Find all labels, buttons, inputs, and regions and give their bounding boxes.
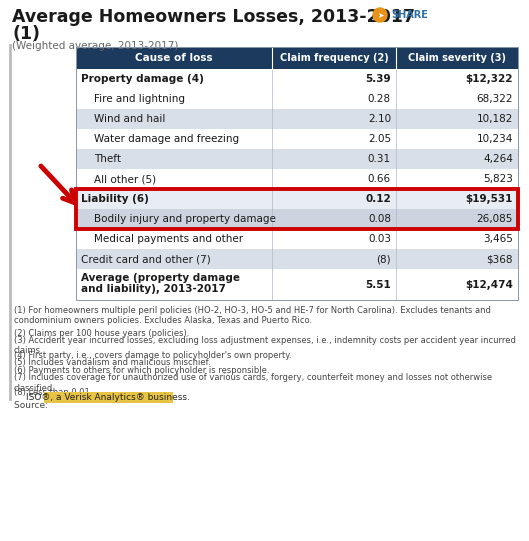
FancyBboxPatch shape	[76, 269, 518, 300]
Text: 2.05: 2.05	[368, 134, 391, 144]
Text: SHARE: SHARE	[391, 10, 428, 20]
Text: Credit card and other (7): Credit card and other (7)	[81, 254, 211, 264]
Text: Average Homeowners Losses, 2013-2017: Average Homeowners Losses, 2013-2017	[12, 8, 415, 26]
Text: 10,234: 10,234	[477, 134, 513, 144]
Text: 4,264: 4,264	[483, 154, 513, 164]
Text: 3,465: 3,465	[483, 234, 513, 244]
Text: Medical payments and other: Medical payments and other	[94, 234, 243, 244]
FancyBboxPatch shape	[76, 249, 518, 269]
Text: (2) Claims per 100 house years (policies).: (2) Claims per 100 house years (policies…	[14, 328, 189, 338]
FancyBboxPatch shape	[76, 229, 518, 249]
FancyBboxPatch shape	[76, 149, 518, 169]
Text: (8) Less than 0.01.: (8) Less than 0.01.	[14, 388, 93, 398]
Text: 0.08: 0.08	[368, 214, 391, 224]
Text: Cause of loss: Cause of loss	[135, 53, 213, 63]
Text: 0.28: 0.28	[368, 94, 391, 104]
Text: Claim frequency (2): Claim frequency (2)	[280, 53, 388, 63]
Text: (7) Includes coverage for unauthorized use of various cards, forgery, counterfei: (7) Includes coverage for unauthorized u…	[14, 373, 492, 393]
Text: Fire and lightning: Fire and lightning	[94, 94, 185, 104]
FancyBboxPatch shape	[76, 169, 518, 189]
Text: (1) For homeowners multiple peril policies (HO-2, HO-3, HO-5 and HE-7 for North : (1) For homeowners multiple peril polici…	[14, 306, 491, 325]
Text: Theft: Theft	[94, 154, 121, 164]
Text: All other (5): All other (5)	[94, 174, 156, 184]
Text: ISO®, a Verisk Analytics® business.: ISO®, a Verisk Analytics® business.	[26, 393, 190, 402]
Text: (1): (1)	[12, 25, 40, 43]
Text: Average (property damage: Average (property damage	[81, 273, 240, 283]
Text: 5.39: 5.39	[366, 74, 391, 84]
Text: Source:: Source:	[14, 401, 51, 410]
Text: 5.51: 5.51	[365, 280, 391, 289]
Text: (6) Payments to others for which policyholder is responsible.: (6) Payments to others for which policyh…	[14, 366, 269, 375]
Text: (3) Accident year incurred losses, excluding loss adjustment expenses, i.e., ind: (3) Accident year incurred losses, exclu…	[14, 336, 516, 355]
Text: and liability), 2013-2017: and liability), 2013-2017	[81, 284, 226, 294]
Text: $12,474: $12,474	[465, 280, 513, 289]
FancyBboxPatch shape	[76, 209, 518, 229]
Text: 68,322: 68,322	[477, 94, 513, 104]
Text: Property damage (4): Property damage (4)	[81, 74, 204, 84]
Text: 0.03: 0.03	[368, 234, 391, 244]
Text: 26,085: 26,085	[477, 214, 513, 224]
Text: 10,182: 10,182	[477, 114, 513, 124]
Text: ➤: ➤	[377, 10, 383, 19]
Text: Water damage and freezing: Water damage and freezing	[94, 134, 239, 144]
Text: 0.31: 0.31	[368, 154, 391, 164]
Text: 2.10: 2.10	[368, 114, 391, 124]
Text: (4) First party, i.e., covers damage to policyholder's own property.: (4) First party, i.e., covers damage to …	[14, 351, 291, 360]
Text: $12,322: $12,322	[466, 74, 513, 84]
Circle shape	[373, 8, 387, 22]
FancyBboxPatch shape	[76, 47, 518, 69]
Text: $19,531: $19,531	[466, 194, 513, 204]
Text: (Weighted average, 2013-2017): (Weighted average, 2013-2017)	[12, 41, 178, 51]
Text: Bodily injury and property damage: Bodily injury and property damage	[94, 214, 276, 224]
FancyBboxPatch shape	[76, 89, 518, 109]
FancyBboxPatch shape	[76, 69, 518, 89]
Text: Liability (6): Liability (6)	[81, 194, 149, 204]
Text: 5,823: 5,823	[483, 174, 513, 184]
FancyBboxPatch shape	[76, 189, 518, 209]
Text: Wind and hail: Wind and hail	[94, 114, 166, 124]
FancyBboxPatch shape	[43, 392, 172, 403]
FancyBboxPatch shape	[76, 129, 518, 149]
Text: 0.12: 0.12	[365, 194, 391, 204]
FancyBboxPatch shape	[76, 109, 518, 129]
Text: 0.66: 0.66	[368, 174, 391, 184]
Text: (8): (8)	[376, 254, 391, 264]
Text: Claim severity (3): Claim severity (3)	[408, 53, 506, 63]
Text: (5) Includes vandalism and malicious mischief.: (5) Includes vandalism and malicious mis…	[14, 359, 211, 367]
Text: $368: $368	[487, 254, 513, 264]
